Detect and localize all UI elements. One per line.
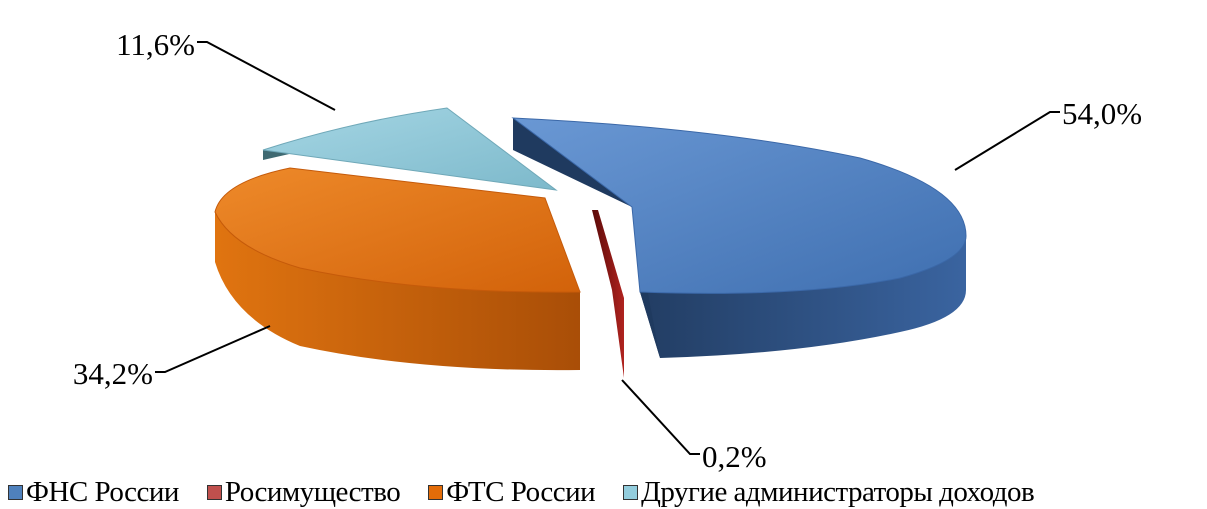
data-label-1: 0,2%: [702, 439, 767, 474]
leader-line-1: [621, 379, 700, 455]
pie-slice-0: [511, 117, 967, 294]
legend-label: Другие администраторы доходов: [641, 475, 1035, 508]
pie-slice-1: [592, 210, 624, 378]
legend-swatch: [206, 484, 222, 500]
data-label-3: 11,6%: [116, 27, 195, 62]
data-label-0: 54,0%: [1062, 96, 1142, 131]
legend-item-0: ФНС России: [8, 476, 179, 509]
legend-swatch: [8, 484, 23, 500]
pie-slice-side-0: [640, 236, 966, 358]
legend-item-2: ФТС России: [428, 475, 596, 509]
chart-legend: ФНС России Росимущество ФТС России Другие а…: [8, 475, 1035, 509]
pie-slice-side-2: [215, 212, 580, 371]
legend-item-3: Другие администраторы доходов: [623, 475, 1035, 509]
legend-swatch: [623, 484, 639, 500]
leader-line-0: [954, 111, 1060, 171]
pie-slice-inner-0: [513, 118, 660, 358]
legend-label: Росимущество: [224, 475, 401, 508]
leader-line-2: [155, 325, 271, 373]
data-label-2: 34,2%: [73, 356, 153, 391]
leader-line-3: [197, 41, 336, 111]
pie-slice-3: [262, 107, 558, 191]
legend-swatch: [428, 484, 444, 500]
legend-label: ФНС России: [26, 475, 179, 508]
legend-label: ФТС России: [446, 475, 596, 508]
pie-slice-2: [214, 167, 581, 293]
legend-item-1: Росимущество: [206, 475, 401, 509]
